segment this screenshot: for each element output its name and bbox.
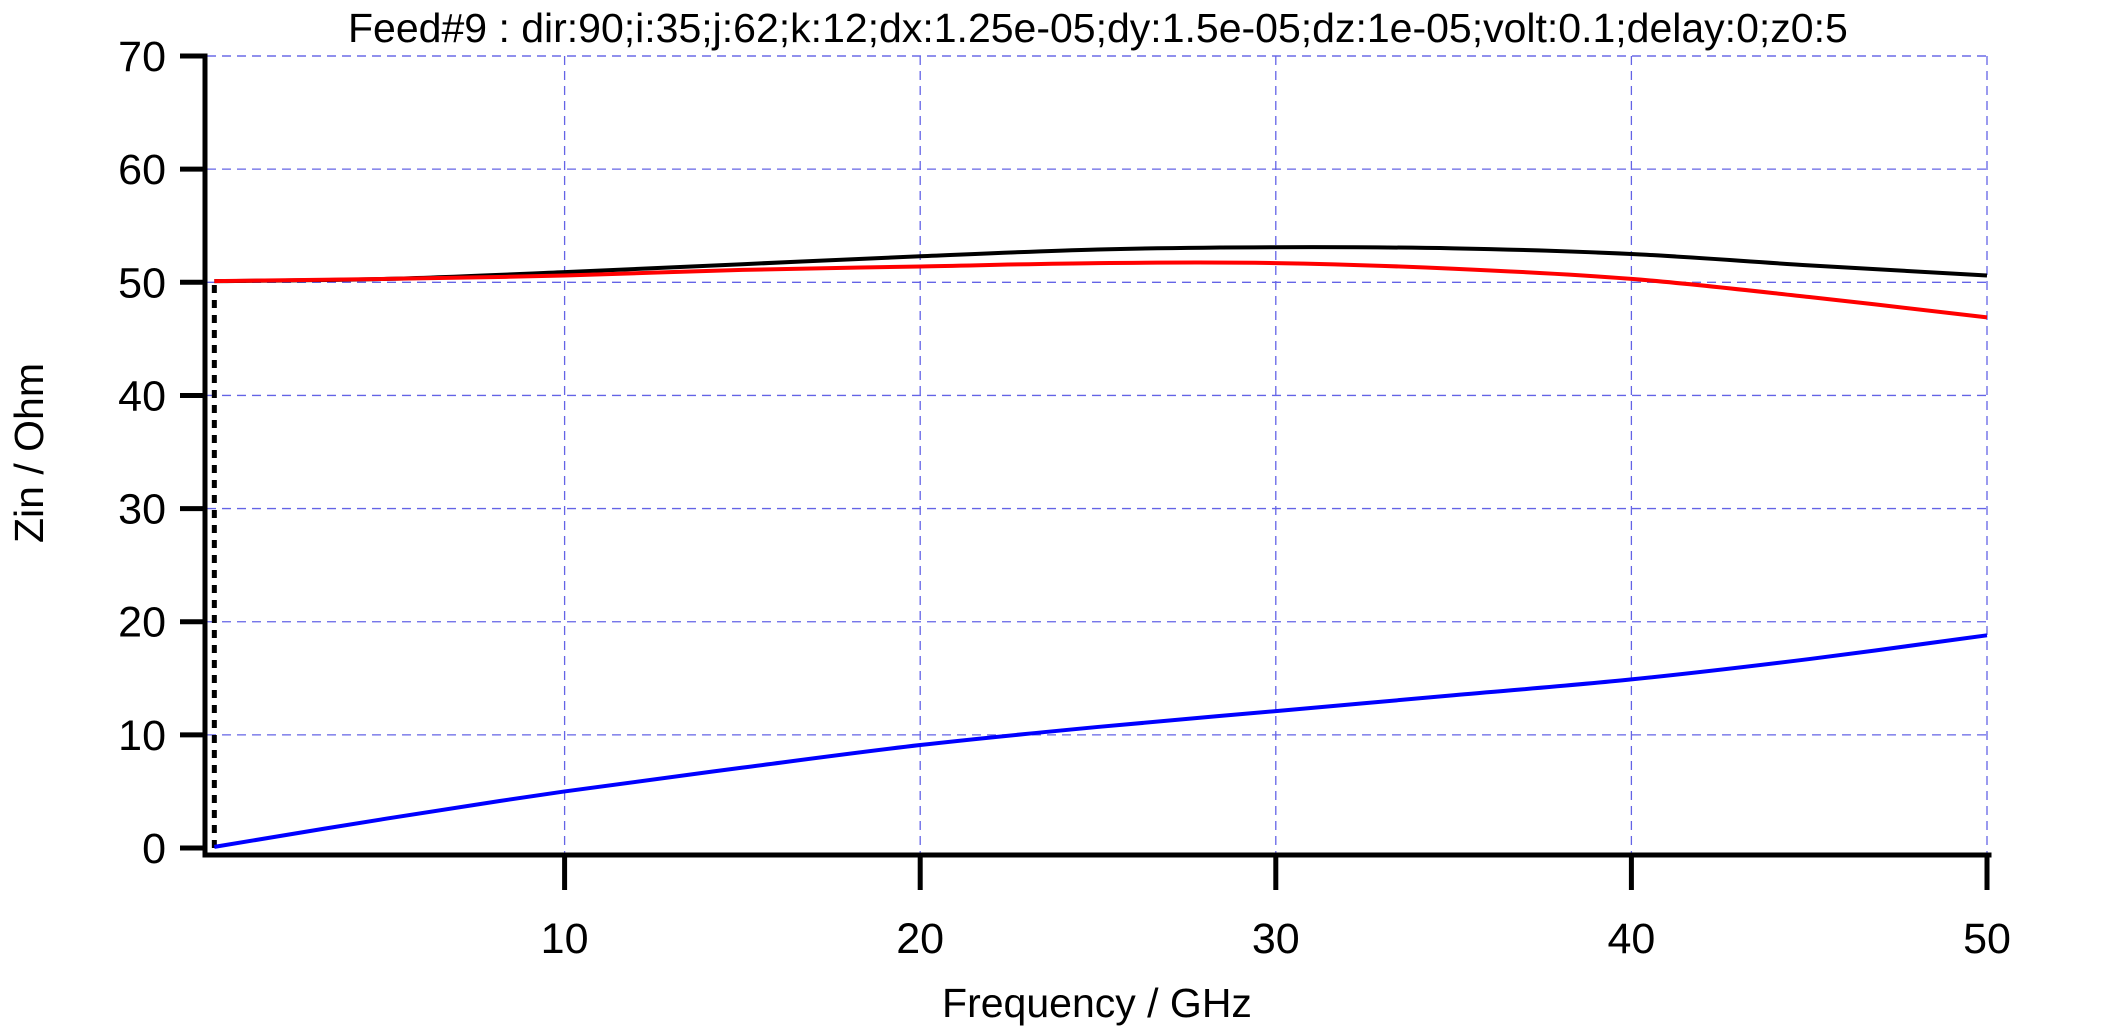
data-series <box>214 245 1988 849</box>
y-axis-label: Zin / Ohm <box>6 363 52 543</box>
y-tick-label: 0 <box>142 825 166 873</box>
y-tick-label: 10 <box>118 712 166 760</box>
x-tick-label: 20 <box>896 915 944 963</box>
x-axis-ticks: 10 20 30 40 50 <box>541 855 2011 963</box>
x-tick-label: 50 <box>1963 915 2011 963</box>
series-line-re-zin <box>214 260 1988 320</box>
x-axis-label: Frequency / GHz <box>942 980 1252 1026</box>
y-tick-label: 40 <box>118 372 166 420</box>
chart-title: Feed#9 : dir:90;i:35;j:62;k:12;dx:1.25e-… <box>348 5 1848 51</box>
y-tick-label: 20 <box>118 599 166 647</box>
x-tick-label: 40 <box>1607 915 1655 963</box>
series-line--zin <box>214 245 1988 284</box>
y-tick-label: 30 <box>118 486 166 534</box>
x-tick-label: 30 <box>1252 915 1300 963</box>
axes <box>202 53 1992 858</box>
x-tick-label: 10 <box>541 915 589 963</box>
y-tick-label: 60 <box>118 146 166 194</box>
y-tick-label: 70 <box>118 33 166 81</box>
y-axis-ticks: 0 10 20 30 40 50 60 70 <box>118 33 205 873</box>
y-tick-label: 50 <box>118 259 166 307</box>
grid-lines <box>207 55 1988 853</box>
series-line-im-zin <box>214 633 1988 849</box>
